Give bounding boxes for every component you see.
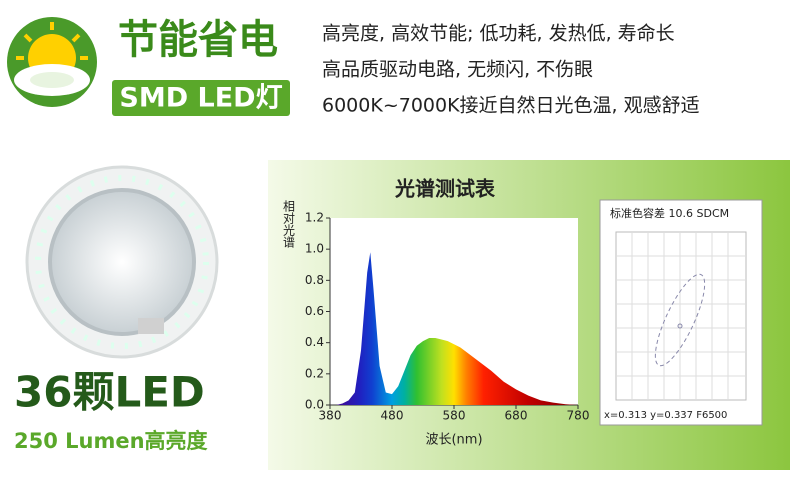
y-tick-label: 0.8 (305, 273, 324, 287)
y-tick-label: 0.0 (305, 398, 324, 412)
chromaticity-box (599, 199, 763, 426)
chromaticity-coords: x=0.313 y=0.337 F6500 (604, 410, 727, 421)
y-tick-label: 0.4 (305, 335, 324, 349)
y-axis-label: 相对光谱 (282, 200, 296, 248)
x-tick-label: 580 (443, 409, 466, 423)
x-tick-label: 480 (381, 409, 404, 423)
feature: 高亮度, 高效节能; 低功耗, 发热低, 寿命长 (322, 23, 675, 45)
lamp-image (25, 165, 219, 359)
feature: 高品质驱动电路, 无频闪, 不伤眼 (322, 59, 593, 81)
feature: 6000K~7000K接近自然日光色温, 观感舒适 (322, 95, 700, 117)
lumen: 250 Lumen高亮度 (14, 429, 208, 453)
x-tick-label: 380 (319, 409, 342, 423)
badge: SMD LED灯 (119, 83, 282, 114)
y-tick-label: 1.0 (305, 242, 324, 256)
y-tick-label: 0.2 (305, 366, 324, 380)
x-tick-label: 780 (567, 409, 590, 423)
x-axis-label: 波长(nm) (425, 433, 482, 448)
y-tick-label: 0.6 (305, 304, 324, 318)
sdcm-title: 标准色容差 10.6 SDCM (610, 206, 729, 220)
y-tick-label: 1.2 (305, 211, 324, 225)
led-count: 36颗LED (14, 368, 205, 417)
title: 节能省电 (118, 17, 278, 63)
logo (7, 17, 97, 107)
x-tick-label: 680 (505, 409, 528, 423)
badge-bg (112, 80, 290, 116)
chart-title: 光谱测试表 (394, 177, 496, 201)
spectrum-area (330, 252, 578, 405)
